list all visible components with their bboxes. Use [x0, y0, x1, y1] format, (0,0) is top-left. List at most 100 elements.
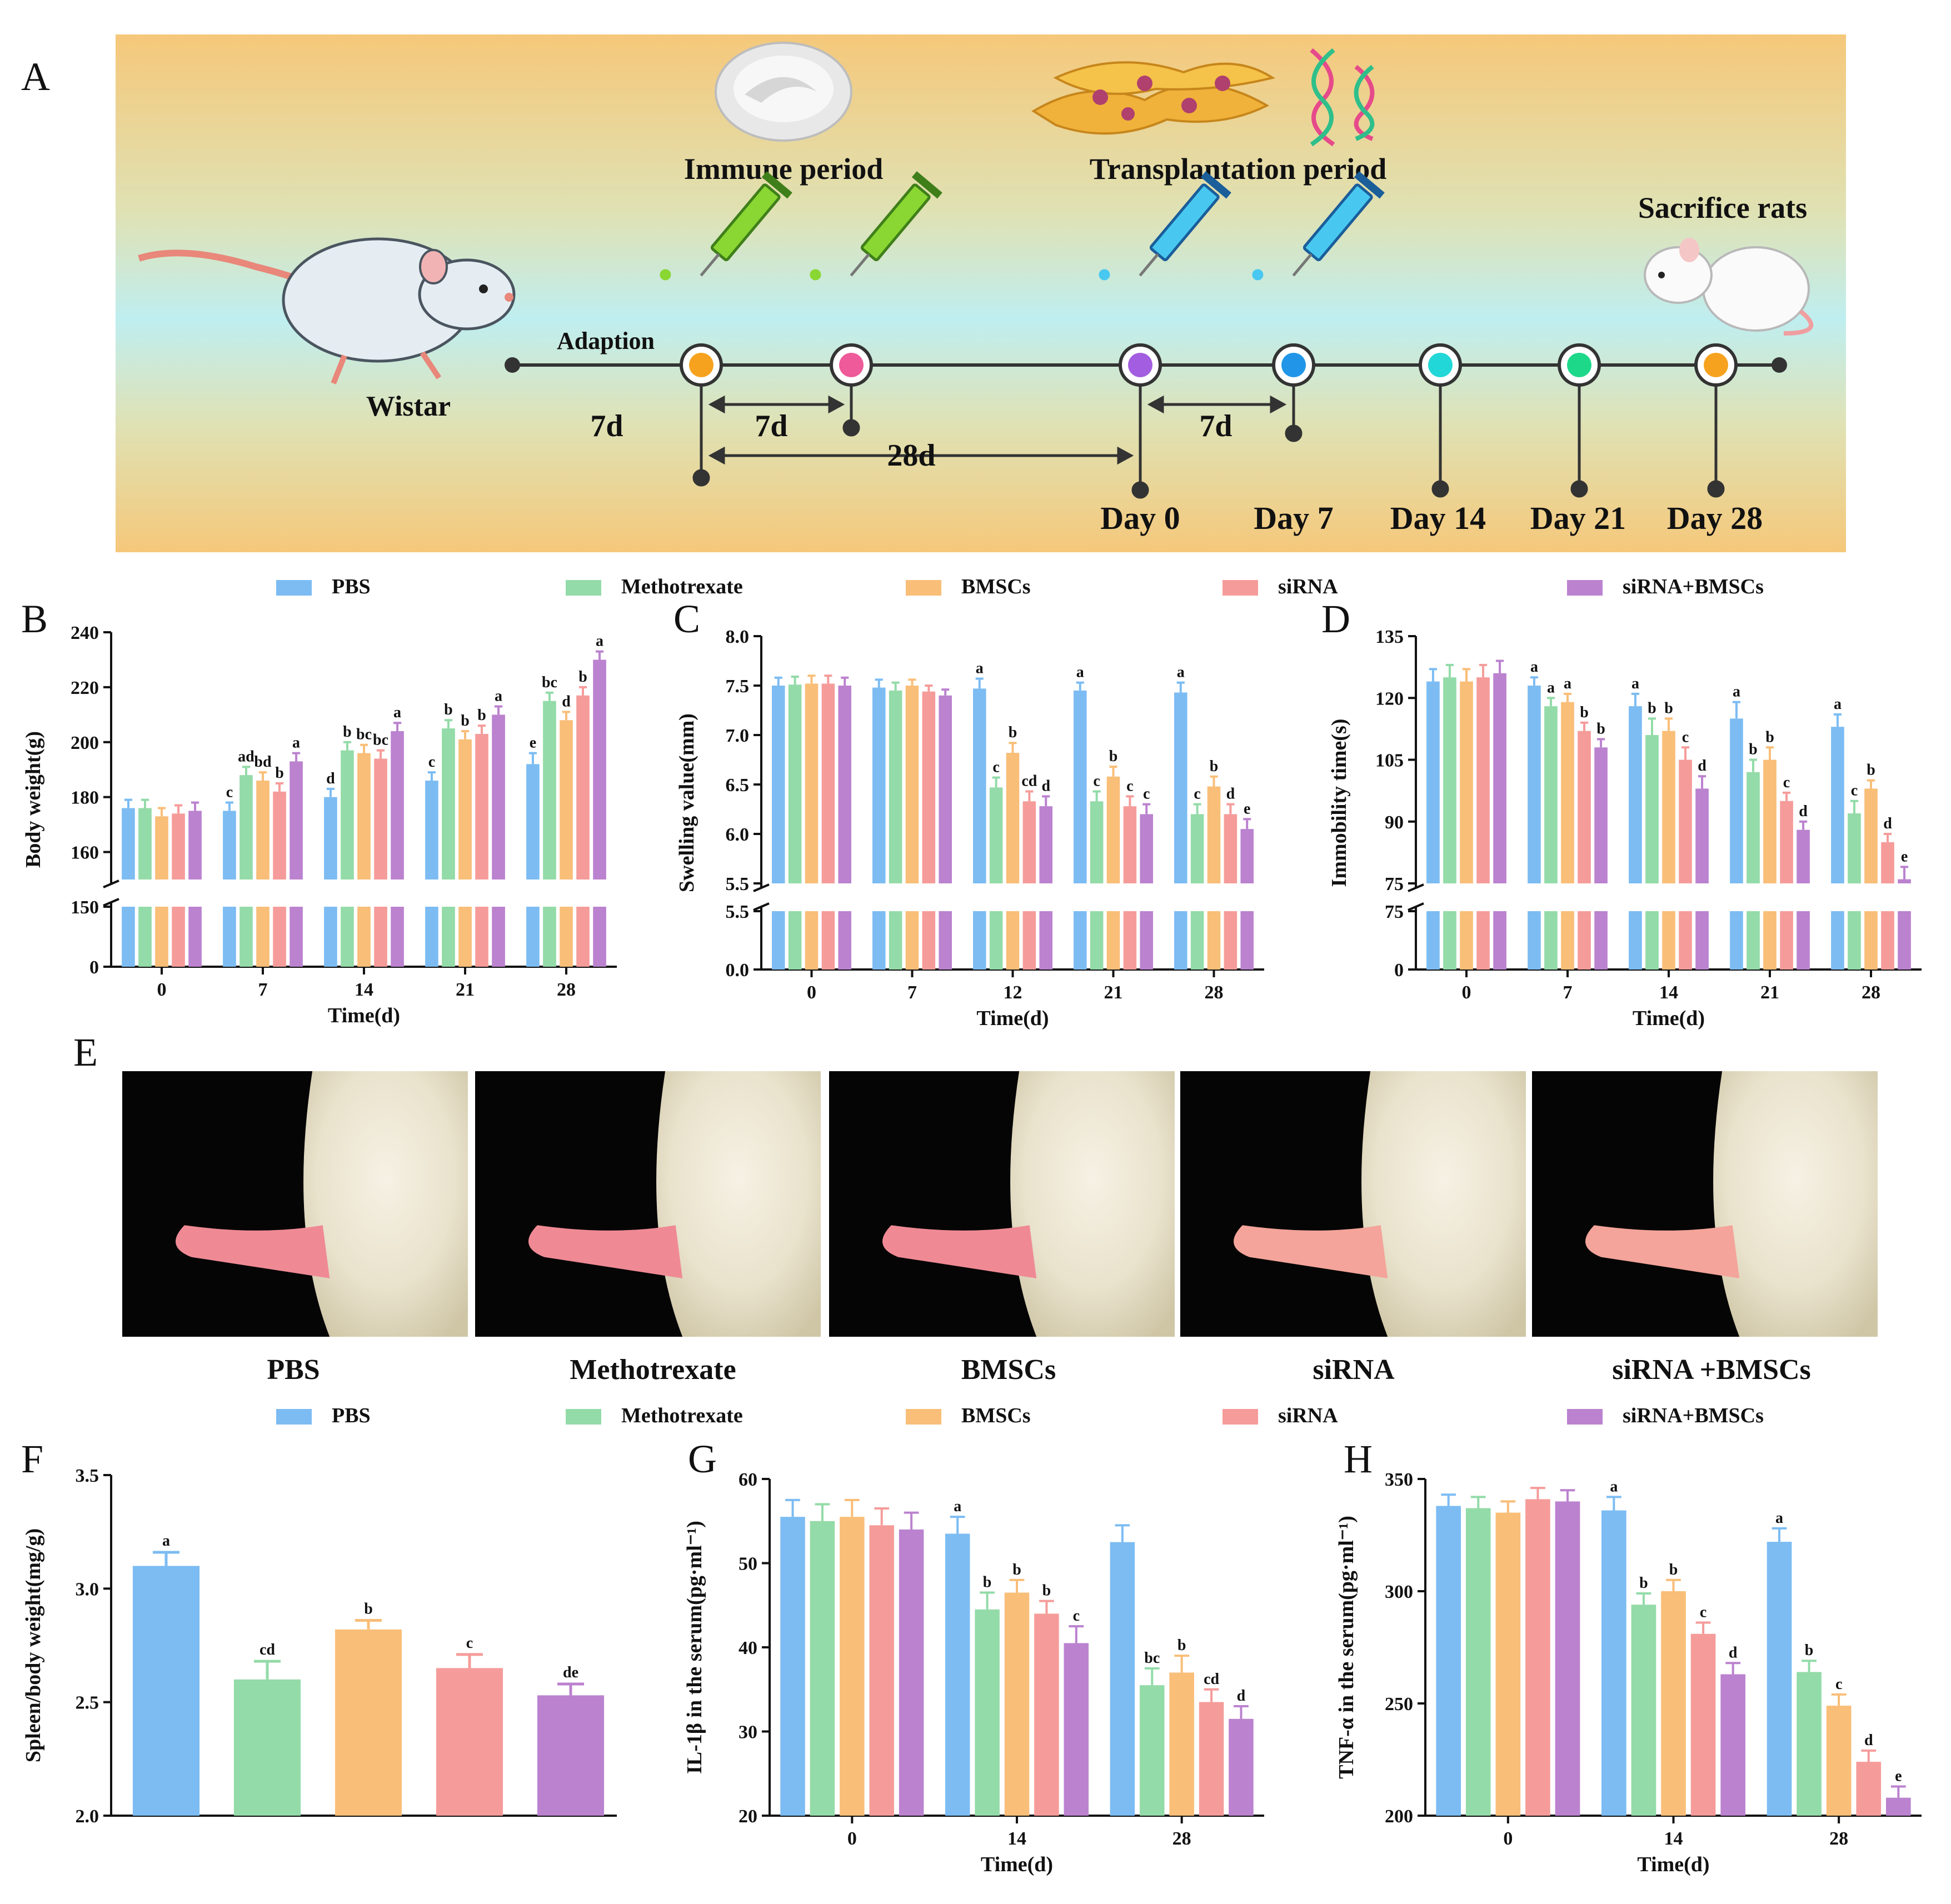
bar-base: [905, 911, 919, 970]
y-tick-label: 160: [71, 843, 99, 863]
bar: [1525, 1499, 1550, 1816]
x-tick-label: 0: [1503, 1828, 1513, 1849]
bar: [1224, 814, 1238, 883]
significance-label: cd: [1021, 772, 1037, 789]
y-tick-label: 3.0: [76, 1579, 99, 1600]
y-tick-label: 220: [71, 678, 99, 698]
bar: [537, 1695, 605, 1816]
stem-cells-illustration: [1031, 61, 1275, 135]
x-tick-label: 28: [1172, 1828, 1191, 1849]
transplantation-period-title: Transplantation period: [1090, 152, 1387, 186]
significance-label: a: [1733, 683, 1740, 701]
x-tick-label: 0: [157, 980, 167, 1000]
y-tick-label: 6.5: [726, 775, 750, 796]
x-tick-label: 12: [1004, 982, 1022, 1003]
y-tick-label: 20: [739, 1806, 757, 1827]
axis-break-mark: [103, 898, 119, 907]
bar: [1123, 806, 1137, 883]
y-tick-label: 135: [1375, 627, 1404, 647]
bar-base: [1090, 911, 1104, 970]
bar-base: [1443, 911, 1456, 970]
bar: [223, 811, 236, 879]
y-tick-label: 75: [1385, 874, 1404, 894]
paw-photo: [122, 1071, 468, 1337]
y-tick-label: 250: [1385, 1694, 1413, 1715]
significance-label: b: [1639, 1575, 1648, 1592]
interval-7d-adaption: 7d: [590, 409, 623, 443]
legend-label: BMSCs: [961, 575, 1031, 598]
paw: [175, 1225, 330, 1278]
x-tick-label: 0: [807, 982, 816, 1003]
bar: [1767, 1542, 1792, 1816]
significance-label: b: [1109, 748, 1118, 765]
day-label-28: Day 28: [1667, 500, 1763, 536]
significance-label: b: [578, 668, 587, 686]
significance-label: c: [1682, 728, 1689, 746]
bar-base: [256, 907, 270, 967]
bar: [436, 1668, 503, 1816]
x-tick-label: 0: [847, 1828, 857, 1849]
bar-base: [526, 907, 540, 967]
x-axis-title: Time(d): [1633, 1007, 1705, 1030]
significance-label: c: [226, 784, 233, 801]
significance-label: b: [343, 723, 352, 741]
legend-label: Methotrexate: [621, 1404, 743, 1427]
bar: [1436, 1506, 1461, 1816]
x-tick-label: 14: [355, 980, 373, 1000]
panel-label-e: E: [73, 1030, 98, 1075]
bar: [1747, 772, 1760, 883]
y-axis-title: IL-1β in the serum(pg·ml⁻¹): [683, 1521, 706, 1774]
panel-label-g: G: [688, 1437, 717, 1481]
bar: [543, 701, 556, 879]
x-tick-label: 28: [557, 980, 576, 1000]
bar: [1594, 747, 1608, 883]
timeline-node-dot: [1281, 353, 1306, 377]
syringe-flange: [1354, 171, 1385, 199]
bar-base: [1476, 911, 1490, 970]
chart-tnfa: 200 250 300 350 TNF-α in the serum(pg·ml⁻¹) 0…: [1335, 1470, 1922, 1876]
significance-label: d: [562, 693, 571, 710]
y-tick-label: 200: [1385, 1806, 1413, 1827]
y-tick-label: 200: [71, 733, 99, 753]
adjuvant-dish-illustration: [715, 42, 852, 142]
significance-label: a: [1631, 675, 1639, 692]
significance-label: b: [1749, 741, 1758, 758]
significance-label: c: [992, 759, 999, 776]
legend-swatch: [276, 580, 312, 596]
rat-fur: [1713, 1071, 1878, 1337]
legend-label: siRNA+BMSCs: [1623, 575, 1764, 598]
y-tick-label: 5.5: [726, 874, 750, 894]
y-tick-label: 120: [1375, 688, 1404, 709]
significance-label: b: [1009, 724, 1017, 741]
bar-base: [1831, 911, 1844, 970]
bar: [391, 731, 404, 879]
bar-base: [172, 907, 185, 967]
bar-base: [1022, 911, 1036, 970]
significance-label: a: [1076, 664, 1084, 681]
bar-base: [1190, 911, 1204, 970]
significance-label: b: [1765, 728, 1774, 746]
significance-label: a: [1530, 658, 1538, 676]
bar-base: [188, 907, 202, 967]
significance-label: bc: [542, 674, 557, 691]
bar: [939, 695, 952, 883]
bar-base: [155, 907, 168, 967]
bar-base: [1645, 911, 1659, 970]
bar-base: [341, 907, 354, 967]
bar: [1544, 706, 1558, 883]
legend-label: PBS: [332, 1404, 371, 1427]
photo-label: PBS: [267, 1354, 320, 1386]
y-tick-label: 50: [739, 1554, 757, 1575]
bar: [1720, 1674, 1745, 1816]
bar-base: [1797, 911, 1810, 970]
syringe-needle: [1139, 253, 1159, 277]
bar: [475, 733, 488, 879]
bar: [1631, 1605, 1656, 1816]
x-tick-label: 0: [1462, 982, 1471, 1003]
bar-base: [1561, 911, 1574, 970]
y-axis-title: Body weight(g): [22, 731, 45, 868]
x-tick-label: 21: [1104, 982, 1123, 1003]
syringe-drop: [1099, 269, 1110, 281]
legend-label: PBS: [332, 575, 371, 598]
bar: [1555, 1501, 1580, 1816]
